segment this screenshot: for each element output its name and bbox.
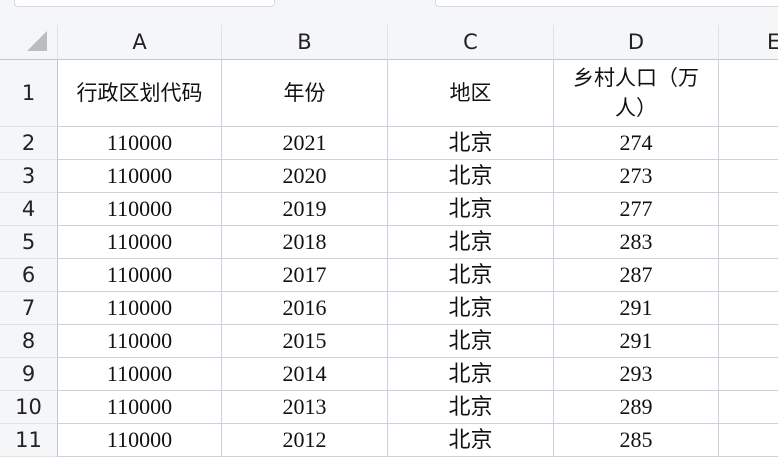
table-cell[interactable]: 2015 xyxy=(222,325,388,358)
table-cell[interactable]: 北京 xyxy=(388,424,554,457)
table-cell[interactable]: 110000 xyxy=(58,127,222,160)
table-cell[interactable]: 110000 xyxy=(58,292,222,325)
row-header[interactable]: 10 xyxy=(0,391,58,424)
column-header-B[interactable]: B xyxy=(222,25,388,60)
table-cell[interactable] xyxy=(719,292,778,325)
table-cell[interactable]: 287 xyxy=(554,259,719,292)
table-cell[interactable] xyxy=(719,160,778,193)
table-cell[interactable]: 北京 xyxy=(388,325,554,358)
table-cell[interactable]: 291 xyxy=(554,292,719,325)
header-cell[interactable]: 地区 xyxy=(388,60,554,127)
table-cell[interactable]: 北京 xyxy=(388,292,554,325)
table-cell[interactable]: 北京 xyxy=(388,358,554,391)
header-cell[interactable]: 行政区划代码 xyxy=(58,60,222,127)
table-cell[interactable]: 2020 xyxy=(222,160,388,193)
table-cell[interactable] xyxy=(719,325,778,358)
row-header[interactable]: 1 xyxy=(0,60,58,127)
table-cell[interactable]: 北京 xyxy=(388,226,554,259)
name-box[interactable] xyxy=(14,0,275,7)
table-cell[interactable]: 274 xyxy=(554,127,719,160)
table-cell[interactable] xyxy=(719,259,778,292)
header-cell[interactable] xyxy=(719,60,778,127)
table-cell[interactable]: 110000 xyxy=(58,358,222,391)
table-cell[interactable] xyxy=(719,127,778,160)
table-cell[interactable]: 277 xyxy=(554,193,719,226)
table-cell[interactable]: 273 xyxy=(554,160,719,193)
column-header-A[interactable]: A xyxy=(58,25,222,60)
table-cell[interactable] xyxy=(719,358,778,391)
row-header[interactable]: 11 xyxy=(0,424,58,457)
table-cell[interactable]: 285 xyxy=(554,424,719,457)
table-cell[interactable]: 北京 xyxy=(388,193,554,226)
table-cell[interactable]: 2013 xyxy=(222,391,388,424)
table-cell[interactable]: 2014 xyxy=(222,358,388,391)
table-cell[interactable] xyxy=(719,193,778,226)
table-cell[interactable]: 北京 xyxy=(388,259,554,292)
table-cell[interactable]: 289 xyxy=(554,391,719,424)
table-cell[interactable]: 110000 xyxy=(58,424,222,457)
table-cell[interactable]: 2019 xyxy=(222,193,388,226)
table-cell[interactable]: 北京 xyxy=(388,127,554,160)
table-cell[interactable]: 283 xyxy=(554,226,719,259)
table-cell[interactable]: 110000 xyxy=(58,160,222,193)
row-header[interactable]: 8 xyxy=(0,325,58,358)
toolbar xyxy=(0,0,778,25)
select-all-triangle-icon xyxy=(27,31,47,51)
row-header[interactable]: 6 xyxy=(0,259,58,292)
row-header[interactable]: 5 xyxy=(0,226,58,259)
column-header-D[interactable]: D xyxy=(554,25,719,60)
row-header[interactable]: 2 xyxy=(0,127,58,160)
table-cell[interactable]: 北京 xyxy=(388,391,554,424)
table-cell[interactable]: 2012 xyxy=(222,424,388,457)
row-header[interactable]: 4 xyxy=(0,193,58,226)
header-cell[interactable]: 年份 xyxy=(222,60,388,127)
table-cell[interactable]: 110000 xyxy=(58,193,222,226)
row-header[interactable]: 7 xyxy=(0,292,58,325)
column-header-C[interactable]: C xyxy=(388,25,554,60)
table-cell[interactable]: 北京 xyxy=(388,160,554,193)
table-cell[interactable]: 2021 xyxy=(222,127,388,160)
table-cell[interactable]: 293 xyxy=(554,358,719,391)
row-header[interactable]: 3 xyxy=(0,160,58,193)
table-cell[interactable]: 2016 xyxy=(222,292,388,325)
table-cell[interactable] xyxy=(719,226,778,259)
table-cell[interactable] xyxy=(719,424,778,457)
table-cell[interactable] xyxy=(719,391,778,424)
table-cell[interactable]: 291 xyxy=(554,325,719,358)
table-cell[interactable]: 110000 xyxy=(58,226,222,259)
table-cell[interactable]: 110000 xyxy=(58,391,222,424)
header-cell[interactable]: 乡村人口（万人） xyxy=(554,60,719,127)
table-cell[interactable]: 2017 xyxy=(222,259,388,292)
table-cell[interactable]: 2018 xyxy=(222,226,388,259)
formula-bar[interactable] xyxy=(435,0,778,7)
row-header[interactable]: 9 xyxy=(0,358,58,391)
table-cell[interactable]: 110000 xyxy=(58,259,222,292)
table-cell[interactable]: 110000 xyxy=(58,325,222,358)
column-header-E[interactable]: E xyxy=(719,25,778,60)
select-all-button[interactable] xyxy=(0,25,58,60)
